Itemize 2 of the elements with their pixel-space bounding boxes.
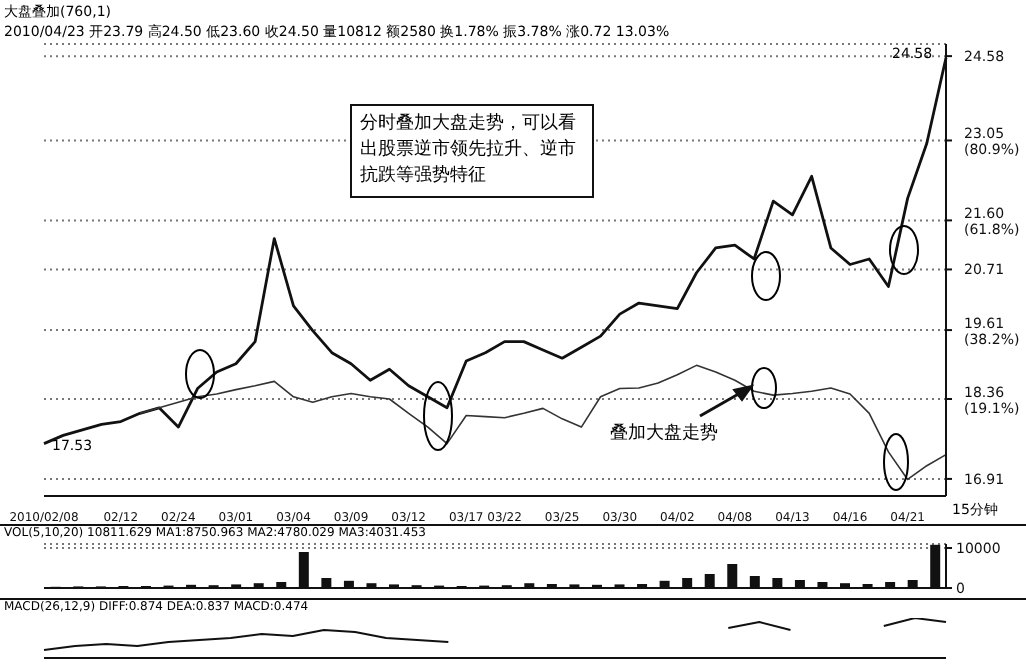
- annotation: 分时叠加大盘走势，可以看出股票逆市领先拉升、逆市抗跌等强势特征: [350, 104, 594, 198]
- annotation: 叠加大盘走势: [610, 421, 718, 446]
